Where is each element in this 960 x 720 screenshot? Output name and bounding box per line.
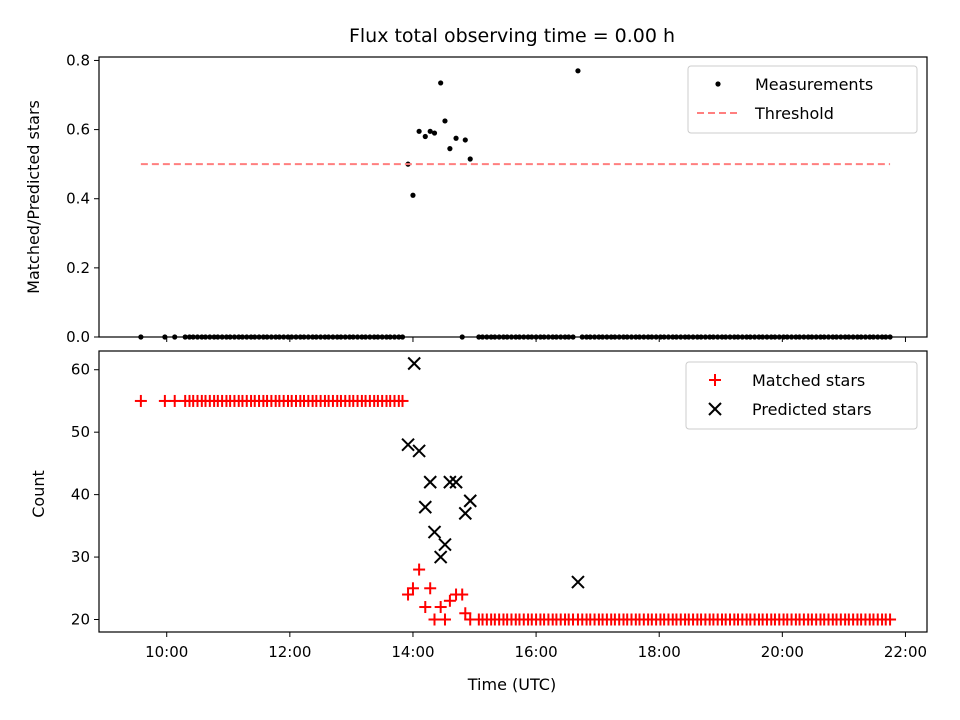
predicted-star-marker: [438, 537, 452, 552]
measurement-point: [427, 128, 433, 134]
upper-legend: Measurements Threshold: [687, 65, 918, 134]
y-tick-label: 0.4: [66, 190, 90, 208]
y-tick-label: 20: [71, 611, 90, 629]
matched-star-marker: [456, 588, 469, 601]
matched-star-marker: [424, 582, 437, 595]
matched-star-marker: [168, 394, 181, 407]
y-tick-label: 0.6: [66, 121, 90, 139]
lower-legend: Matched stars Predicted stars: [685, 361, 918, 430]
lower-y-axis: 20 30 40 50 60: [71, 361, 99, 629]
matched-star-marker: [134, 394, 147, 407]
x-tick-label: 14:00: [391, 643, 434, 661]
measurement-point: [453, 135, 459, 141]
matched-star-marker: [443, 594, 456, 607]
threshold-legend-label: Threshold: [754, 104, 834, 123]
matched-star-marker: [406, 582, 419, 595]
predicted-star-marker: [418, 500, 432, 514]
x-tick-label: 22:00: [884, 643, 927, 661]
predicted-star-marker: [463, 494, 477, 508]
measurement-point: [431, 130, 438, 136]
measurement-point: [575, 68, 581, 74]
predicted-star-marker: [449, 475, 463, 489]
x-tick-label: 20:00: [761, 643, 804, 661]
upper-legend-box: [687, 65, 918, 134]
predicted-star-marker: [433, 550, 448, 564]
lower-plot-frame: [98, 350, 928, 633]
lower-plot-panel: 20 30 40 50 60 10:00 12:00 14:00 16:00 18:00 20:0…: [29, 350, 928, 694]
predicted-star-marker: [443, 475, 457, 489]
predicted-star-marker: [407, 356, 421, 371]
predicted-star-marker: [571, 575, 585, 589]
predicted-star-marker: [458, 506, 472, 521]
y-tick-label: 60: [71, 361, 90, 379]
measurement-point: [467, 156, 473, 162]
y-tick-label: 40: [71, 486, 90, 504]
chart-title: Flux total observing time = 0.00 h: [349, 25, 675, 47]
measurement-point: [447, 146, 453, 152]
upper-plot-frame: [98, 56, 928, 338]
matched-star-marker: [428, 613, 441, 626]
measurement-point: [410, 192, 416, 198]
x-tick-label: 16:00: [514, 643, 557, 661]
upper-y-axis: 0.0 0.2 0.4 0.6 0.8: [66, 51, 99, 346]
measurements-legend-marker: [715, 81, 721, 87]
lower-legend-box: [685, 361, 918, 430]
predicted-stars-legend-label: Predicted stars: [752, 400, 872, 419]
predicted-star-marker: [401, 437, 415, 452]
lower-plot-data-layer: [134, 356, 897, 626]
y-tick-label: 0.2: [66, 259, 90, 277]
measurements-legend-label: Measurements: [755, 75, 873, 94]
predicted-star-marker: [427, 525, 442, 539]
matched-stars-legend-marker: [709, 374, 721, 386]
lower-y-axis-label: Count: [29, 470, 48, 518]
predicted-star-marker: [412, 444, 426, 458]
x-tick-label: 12:00: [268, 643, 311, 661]
y-tick-label: 0.8: [66, 51, 90, 69]
predicted-star-marker: [423, 475, 437, 489]
lower-x-axis: 10:00 12:00 14:00 16:00 18:00 20:00 22:00: [145, 632, 927, 661]
x-tick-label: 10:00: [145, 643, 188, 661]
matched-star-marker: [434, 601, 447, 614]
x-axis-label: Time (UTC): [467, 675, 556, 694]
matched-star-marker: [884, 613, 897, 626]
matched-stars-legend-label: Matched stars: [752, 371, 865, 390]
matched-star-marker: [419, 601, 432, 614]
measurement-point: [462, 137, 468, 143]
matched-star-marker: [459, 607, 472, 620]
predicted-stars-legend-marker: [708, 402, 722, 416]
x-tick-label: 18:00: [638, 643, 681, 661]
upper-y-axis-label: Matched/Predicted stars: [24, 100, 43, 294]
matched-star-marker: [402, 588, 415, 601]
y-tick-label: 0.0: [66, 328, 90, 346]
y-tick-label: 50: [71, 423, 90, 441]
measurement-point: [416, 128, 422, 134]
upper-plot-panel: Flux total observing time = 0.00 h 0.00.…: [24, 25, 928, 346]
measurement-point: [422, 133, 428, 140]
y-tick-label: 30: [71, 548, 90, 566]
measurement-point: [438, 80, 444, 86]
measurement-point: [442, 118, 448, 124]
matched-star-marker: [438, 613, 451, 626]
matched-star-marker: [413, 563, 426, 576]
upper-x-axis: [166, 337, 906, 342]
matched-star-marker: [396, 394, 409, 407]
